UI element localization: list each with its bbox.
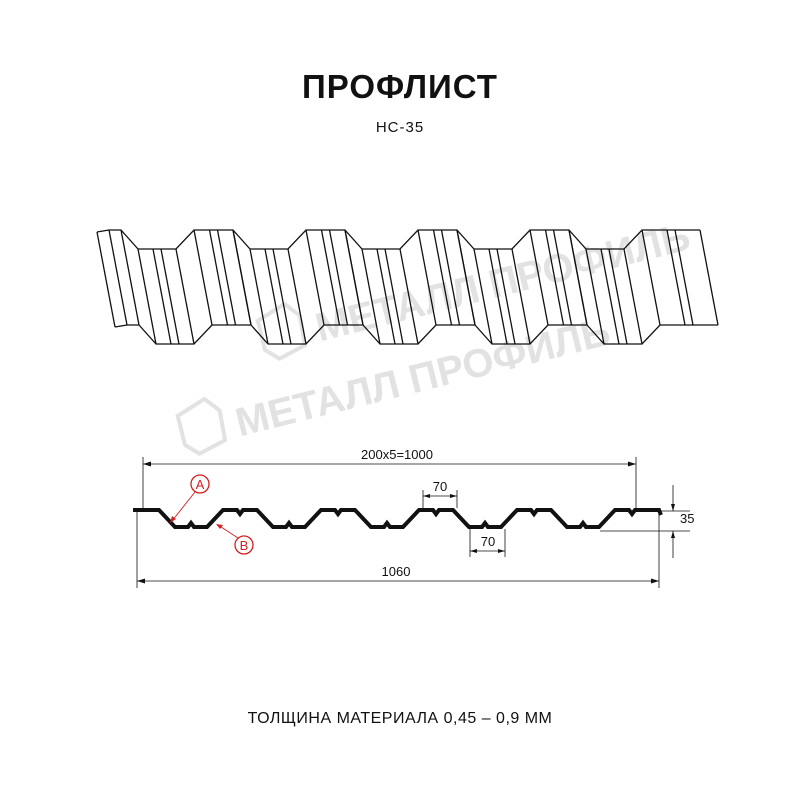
sheet-rib-line xyxy=(552,229,573,326)
sheet-fold-line xyxy=(399,248,419,345)
callout-b: B xyxy=(216,524,254,555)
sheet-rib-line xyxy=(152,248,172,345)
dim-pitch-label: 200х5=1000 xyxy=(361,447,433,462)
sheet-fold-line xyxy=(529,229,549,326)
sheet-fold-line xyxy=(699,229,719,326)
sheet-fold-line xyxy=(473,248,493,345)
sheet-fold-line xyxy=(641,229,661,326)
dim-height-label: 35 xyxy=(680,511,694,526)
sheet-rib-line xyxy=(666,229,686,326)
callout-b-label: B xyxy=(240,538,249,553)
sheet-rib-line xyxy=(674,229,694,326)
dim-bottom-flange-label: 70 xyxy=(481,534,495,549)
sheet-fold-line xyxy=(175,248,195,345)
sheet-fold-line xyxy=(511,248,531,345)
sheet-rib-line xyxy=(320,229,341,326)
callout-a-label: A xyxy=(196,477,205,492)
sheet-fold-line xyxy=(623,248,643,345)
sheet-fold-line xyxy=(96,231,116,328)
sheet-rib-line xyxy=(376,248,396,345)
sheet-fold-line xyxy=(137,248,157,345)
sheet-rib-line xyxy=(384,248,404,345)
material-thickness-note: ТОЛЩИНА МАТЕРИАЛА 0,45 – 0,9 ММ xyxy=(247,710,553,727)
sheet-fold-line xyxy=(120,229,140,326)
sheet-rib-line xyxy=(488,248,508,345)
sheet-fold-line xyxy=(361,248,381,345)
sheet-rib-line xyxy=(440,229,461,326)
watermark-top: МЕТАЛЛ ПРОФИЛЬ xyxy=(255,215,695,362)
sheet-fold-line xyxy=(108,229,128,326)
sheet-rib-line xyxy=(328,229,349,326)
sheet-rib-line xyxy=(208,229,229,326)
sheet-fold-line xyxy=(193,229,213,326)
page-title: ПРОФЛИСТ xyxy=(302,68,498,105)
sheet-fold-line xyxy=(305,229,325,326)
sheet-rib-line xyxy=(496,248,516,345)
sheet-fold-line xyxy=(417,229,437,326)
sheet-fold-line xyxy=(249,248,269,345)
cross-section xyxy=(133,508,663,529)
sheet-isometric-view xyxy=(96,229,719,345)
sheet-rib-line xyxy=(272,248,292,345)
sheet-rib-line xyxy=(160,248,180,345)
sheet-rib-line xyxy=(544,229,565,326)
sheet-fold-line xyxy=(344,229,364,326)
profile-section xyxy=(133,508,663,529)
sheet-rib-line xyxy=(600,248,620,345)
dimension-lines xyxy=(136,457,690,588)
dim-width-label: 1060 xyxy=(382,564,411,579)
sheet-rib-line xyxy=(216,229,237,326)
sheet-fold-line xyxy=(568,229,588,326)
sheet-fold-line xyxy=(456,229,476,326)
watermark-logo-icon xyxy=(255,301,308,362)
sheet-fold-line xyxy=(232,229,252,326)
sheet-rib-line xyxy=(608,248,628,345)
dim-top-flange-label: 70 xyxy=(433,479,447,494)
sheet-rib-line xyxy=(264,248,284,345)
sheet-fold-line xyxy=(287,248,307,345)
callout-a: A xyxy=(170,474,210,523)
sheet-fold-line xyxy=(585,248,605,345)
sheet-rib-line xyxy=(432,229,453,326)
watermark-logo-icon xyxy=(175,396,228,457)
model-subtitle: НС-35 xyxy=(375,119,425,136)
